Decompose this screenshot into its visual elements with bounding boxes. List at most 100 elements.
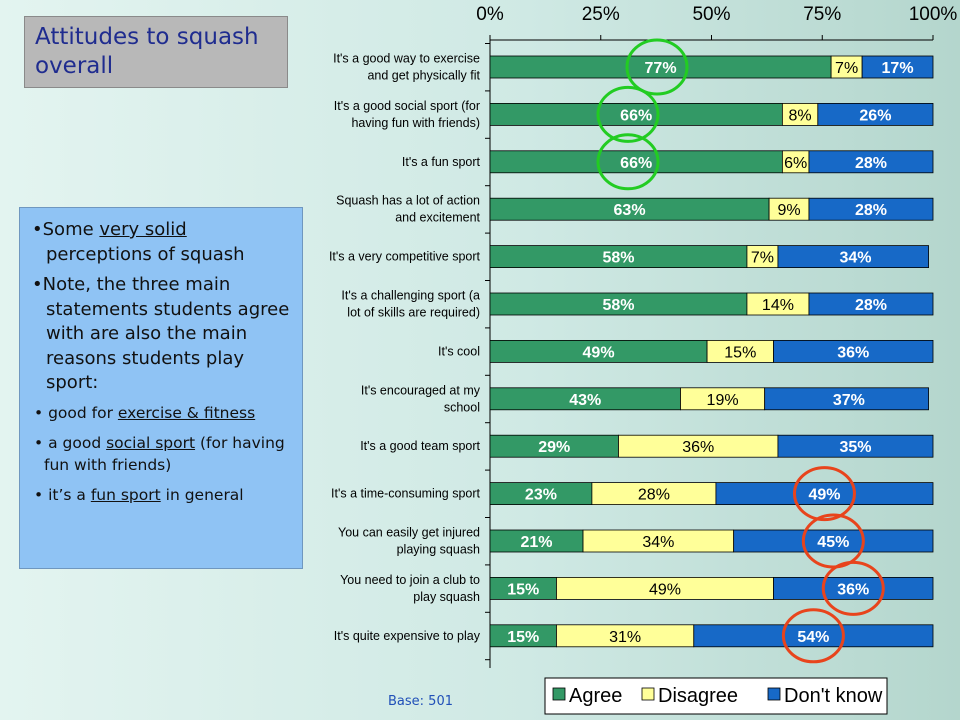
category-label: It's a very competitive sport xyxy=(329,250,481,264)
category-label: It's cool xyxy=(438,344,480,358)
data-label: 36% xyxy=(837,344,869,361)
bar-don-t-know xyxy=(733,529,934,553)
note-solid-perceptions: •Some very solid perceptions of squash xyxy=(32,219,245,265)
data-label: 7% xyxy=(751,250,774,267)
x-tick-label: 75% xyxy=(803,4,841,25)
category-label: lot of skills are required) xyxy=(347,306,480,320)
data-label: 34% xyxy=(839,250,871,267)
note-social: • a good social sport (for having fun wi… xyxy=(34,433,285,474)
note-main-statements: •Note, the three main statements student… xyxy=(32,274,290,393)
legend-label: Don't know xyxy=(784,685,883,707)
note-exercise: • good for exercise & fitness xyxy=(34,403,256,422)
data-label: 66% xyxy=(620,155,652,172)
bar-don-t-know xyxy=(861,55,934,79)
highlight-circle-green xyxy=(625,38,689,96)
category-label: You need to join a club to xyxy=(340,573,480,587)
bar-don-t-know xyxy=(808,292,934,316)
category-label: Squash has a lot of action xyxy=(336,194,480,208)
data-label: 8% xyxy=(789,107,812,124)
category-label: You can easily get injured xyxy=(338,526,480,540)
x-tick-label: 25% xyxy=(582,4,620,25)
data-label: 28% xyxy=(638,487,670,504)
data-label: 58% xyxy=(602,297,634,314)
data-label: 77% xyxy=(645,60,677,77)
category-label: It's a fun sport xyxy=(402,155,481,169)
data-label: 36% xyxy=(682,439,714,456)
x-tick-label: 0% xyxy=(476,4,504,25)
notes-panel: •Some very solid perceptions of squash •… xyxy=(19,207,303,569)
category-label: It's a good way to exercise xyxy=(333,52,480,66)
data-label: 15% xyxy=(507,629,539,646)
data-label: 58% xyxy=(602,250,634,267)
data-label: 28% xyxy=(855,202,887,219)
data-label: 15% xyxy=(724,344,756,361)
category-label: play squash xyxy=(413,590,480,604)
data-label: 28% xyxy=(855,297,887,314)
highlight-circle-green xyxy=(596,85,660,143)
data-label: 37% xyxy=(833,392,865,409)
category-label: It's a good social sport (for xyxy=(334,99,480,113)
legend-swatch xyxy=(641,687,655,701)
highlight-circle-red xyxy=(801,513,865,569)
bar-don-t-know xyxy=(773,339,934,363)
bar-don-t-know xyxy=(693,624,934,648)
legend-label: Agree xyxy=(569,685,622,707)
data-label: 31% xyxy=(609,629,641,646)
data-label: 54% xyxy=(797,629,829,646)
x-tick-label: 50% xyxy=(692,4,730,25)
data-label: 35% xyxy=(839,439,871,456)
legend-label: Disagree xyxy=(658,685,738,707)
slide-title: Attitudes to squash overall xyxy=(24,16,288,88)
data-label: 43% xyxy=(569,392,601,409)
legend-box xyxy=(544,677,888,715)
highlight-circle-green xyxy=(596,133,660,191)
legend-swatch xyxy=(767,687,781,701)
bar-don-t-know xyxy=(764,387,929,411)
category-label: having fun with friends) xyxy=(351,116,480,130)
data-label: 7% xyxy=(835,60,858,77)
data-label: 28% xyxy=(855,155,887,172)
data-label: 26% xyxy=(859,107,891,124)
base-label: Base: 501 xyxy=(388,694,453,709)
bar-don-t-know xyxy=(777,245,929,269)
bar-don-t-know xyxy=(715,482,934,506)
data-label: 49% xyxy=(649,581,681,598)
category-label: It's a challenging sport (a xyxy=(341,289,480,303)
data-label: 21% xyxy=(520,534,552,551)
bar-don-t-know xyxy=(817,103,934,126)
bar-don-t-know xyxy=(808,150,934,174)
data-label: 23% xyxy=(525,487,557,504)
data-label: 15% xyxy=(507,581,539,598)
data-label: 45% xyxy=(817,534,849,551)
data-label: 49% xyxy=(808,487,840,504)
category-label: It's a time-consuming sport xyxy=(331,487,480,501)
bar-don-t-know xyxy=(773,577,934,600)
data-label: 9% xyxy=(777,202,800,219)
data-label: 66% xyxy=(620,107,652,124)
data-label: 19% xyxy=(707,392,739,409)
data-label: 63% xyxy=(614,202,646,219)
category-label: It's quite expensive to play xyxy=(334,629,481,643)
data-label: 34% xyxy=(642,534,674,551)
legend-swatch xyxy=(552,687,566,701)
category-label: and get physically fit xyxy=(367,69,480,83)
category-label: playing squash xyxy=(397,543,480,557)
data-label: 17% xyxy=(882,60,914,77)
bar-don-t-know xyxy=(777,434,934,458)
x-tick-label: 100% xyxy=(909,4,958,25)
bar-don-t-know xyxy=(808,197,934,221)
data-label: 6% xyxy=(784,155,807,172)
category-label: It's a good team sport xyxy=(360,439,480,453)
category-label: and excitement xyxy=(395,211,480,225)
data-label: 36% xyxy=(837,581,869,598)
highlight-circle-red xyxy=(821,560,885,616)
highlight-circle-red xyxy=(792,466,856,522)
data-label: 14% xyxy=(762,297,794,314)
data-label: 29% xyxy=(538,439,570,456)
highlight-circle-red xyxy=(781,608,845,664)
note-fun: • it’s a fun sport in general xyxy=(34,485,244,504)
category-label: It's encouraged at my xyxy=(361,383,481,397)
category-label: school xyxy=(444,400,480,414)
data-label: 49% xyxy=(583,344,615,361)
